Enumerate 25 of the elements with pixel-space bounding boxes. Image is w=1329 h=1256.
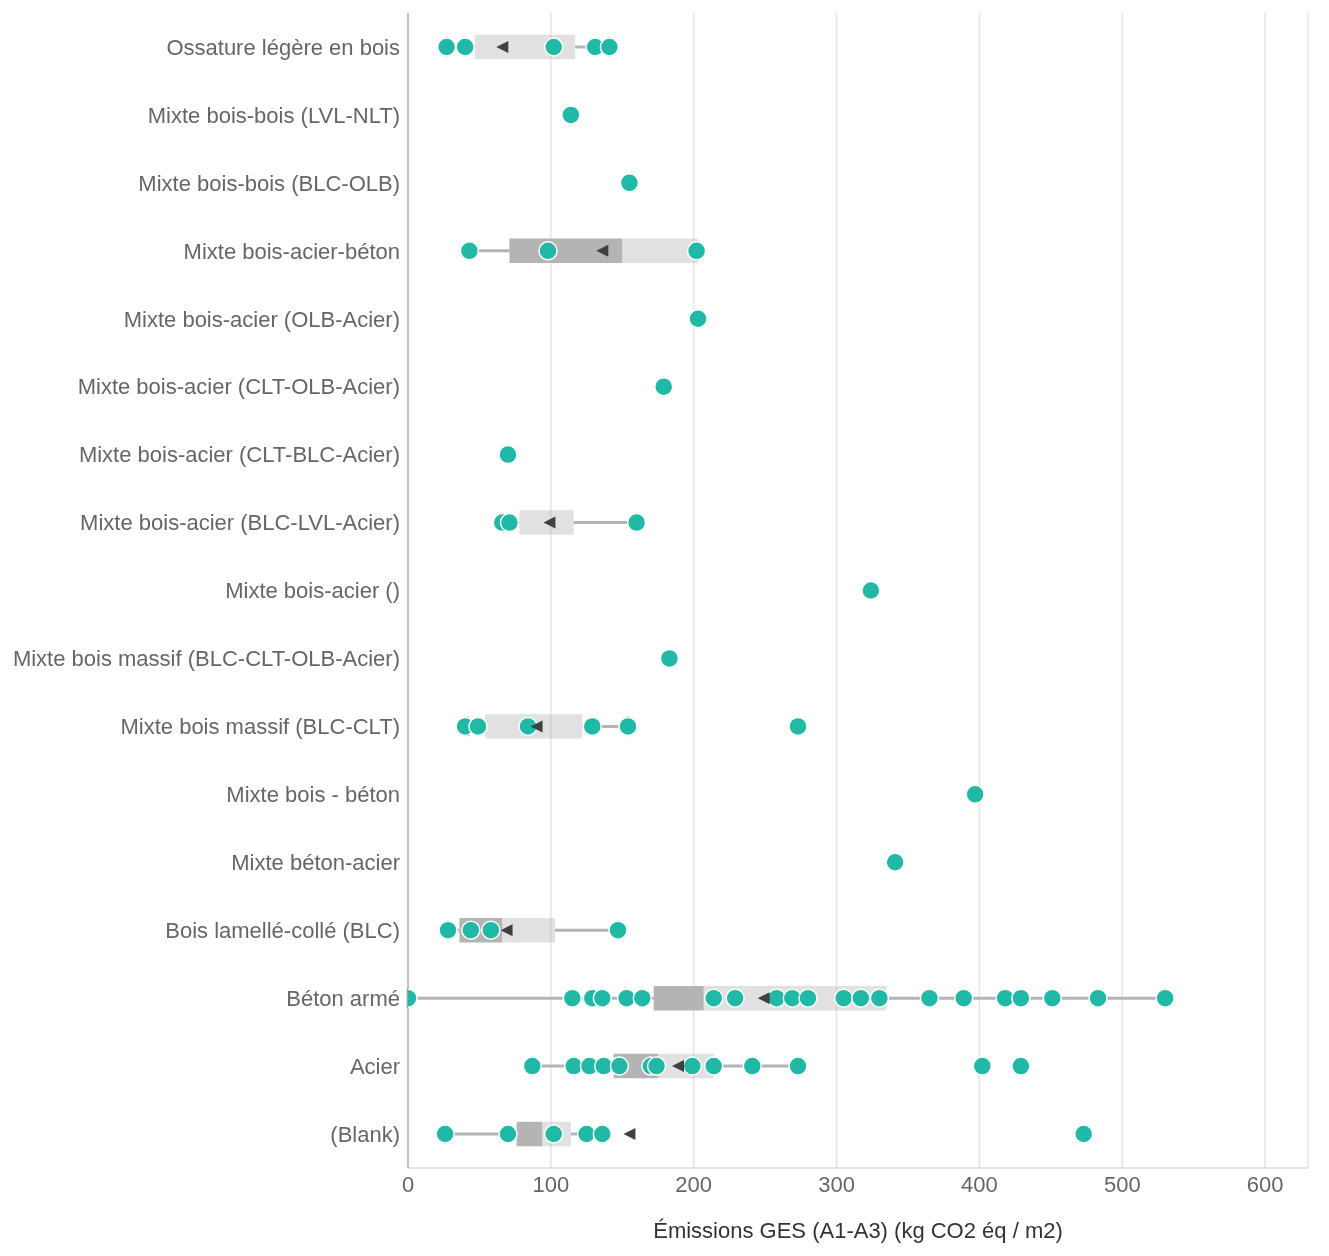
y-tick-label: Mixte bois-bois (LVL-NLT) bbox=[147, 102, 400, 128]
x-tick-label: 200 bbox=[675, 1171, 713, 1197]
x-tick-label: 0 bbox=[401, 1171, 415, 1197]
y-tick-label: Mixte bois-acier (CLT-BLC-Acier) bbox=[78, 442, 400, 468]
y-tick-label: Mixte bois massif (BLC-CLT-OLB-Acier) bbox=[12, 646, 400, 672]
y-tick-label: Béton armé bbox=[286, 985, 400, 1011]
x-tick-label: 500 bbox=[1103, 1171, 1141, 1197]
y-tick-label: Mixte bois-acier (BLC-LVL-Acier) bbox=[80, 510, 400, 536]
x-tick-label: 300 bbox=[818, 1171, 855, 1197]
y-tick-label: Mixte bois-acier-béton bbox=[183, 238, 400, 264]
y-tick-label: Mixte bois-bois (BLC-OLB) bbox=[138, 170, 400, 196]
y-tick-label: Mixte bois - béton bbox=[226, 782, 400, 808]
x-tick-label: 100 bbox=[532, 1171, 570, 1197]
y-tick-label: (Blank) bbox=[330, 1121, 400, 1147]
y-tick-label: Mixte bois massif (BLC-CLT) bbox=[120, 714, 400, 740]
y-tick-label: Mixte béton-acier bbox=[231, 850, 400, 876]
y-tick-label: Acier bbox=[349, 1053, 400, 1079]
y-tick-label: Mixte bois-acier () bbox=[225, 578, 400, 604]
x-axis-title: Émissions GES (A1-A3) (kg CO2 éq / m2) bbox=[653, 1218, 1063, 1243]
x-tick-label: 600 bbox=[1246, 1171, 1284, 1197]
x-tick-label: 400 bbox=[961, 1171, 998, 1197]
y-tick-label: Ossature légère en bois bbox=[166, 34, 400, 60]
y-tick-label: Mixte bois-acier (OLB-Acier) bbox=[123, 306, 400, 332]
y-tick-label: Mixte bois-acier (CLT-OLB-Acier) bbox=[77, 374, 400, 400]
y-tick-label: Bois lamellé-collé (BLC) bbox=[165, 918, 400, 944]
